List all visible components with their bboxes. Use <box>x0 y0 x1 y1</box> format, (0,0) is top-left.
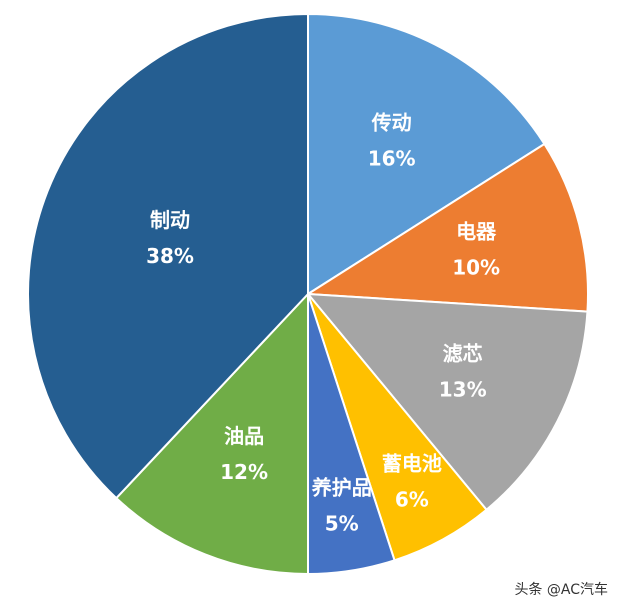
pie-slice <box>305 292 589 512</box>
slice-value: 12% <box>220 460 268 484</box>
slice-label: 滤芯 <box>443 341 483 365</box>
slice-value: 5% <box>325 511 359 535</box>
slice-label: 油品 <box>224 424 264 448</box>
slice-label: 养护品 <box>311 475 372 499</box>
slice-value: 13% <box>439 377 487 401</box>
pie-slice <box>27 12 309 500</box>
slice-value: 6% <box>395 487 429 511</box>
pie-slice <box>304 142 589 313</box>
pie-slice <box>307 12 546 296</box>
slice-label: 制动 <box>150 208 190 232</box>
slice-value: 16% <box>368 146 416 170</box>
slice-value: 38% <box>146 244 194 268</box>
pie-slice <box>114 291 309 576</box>
slice-value: 10% <box>452 255 500 279</box>
slice-label: 电器 <box>456 219 497 243</box>
slice-label: 蓄电池 <box>382 451 442 475</box>
slice-label: 传动 <box>371 110 412 134</box>
watermark: 头条 @AC汽车 <box>514 581 608 598</box>
